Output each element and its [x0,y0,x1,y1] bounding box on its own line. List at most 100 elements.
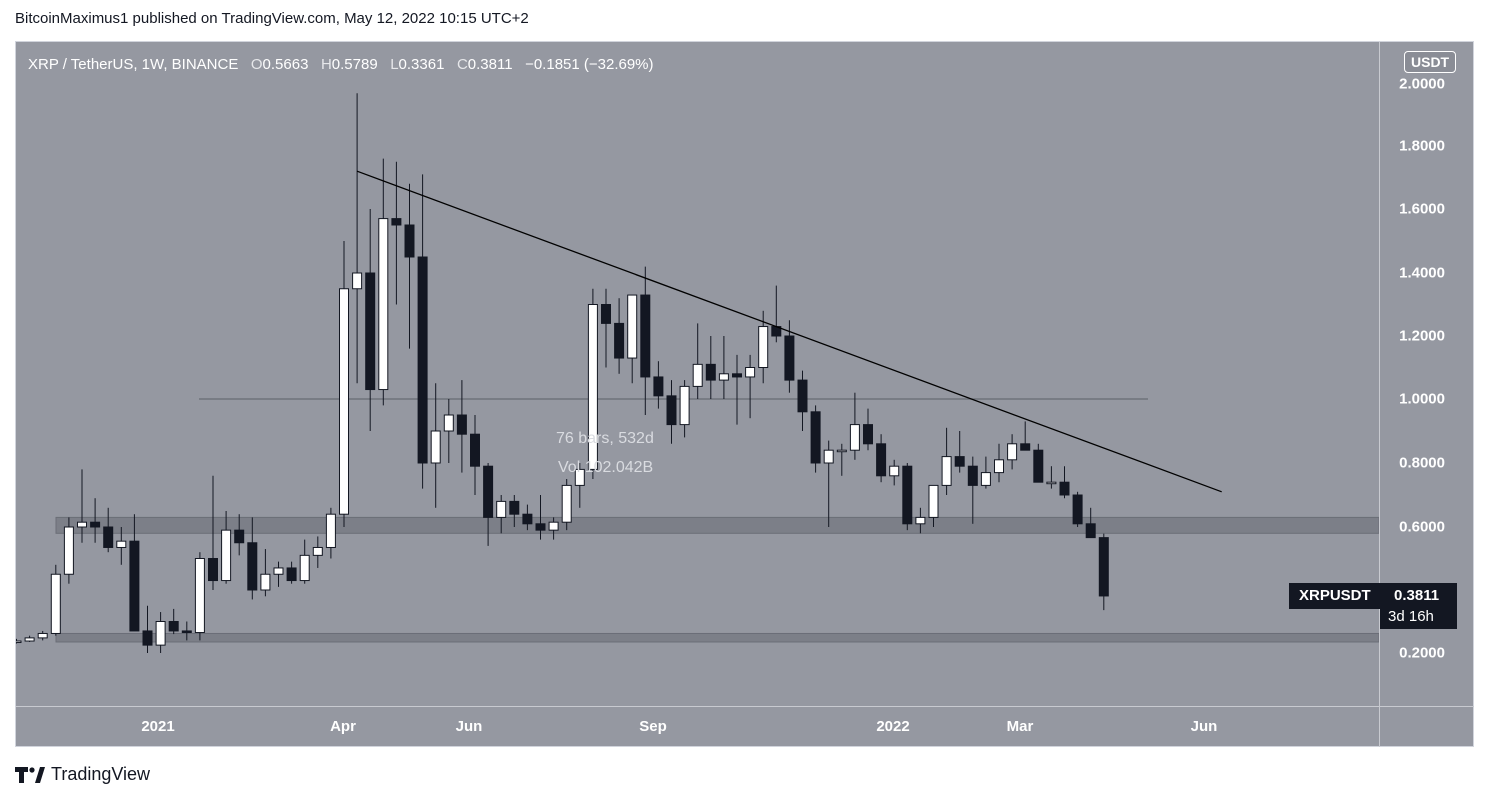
high-label: H [320,56,332,73]
price-tick-label: 0.8000 [1399,454,1445,472]
support-zone [55,632,1380,643]
candle-down [640,294,651,378]
candle-up [849,424,860,451]
candle-down [876,443,887,477]
bar-countdown: 3d 16h [1388,608,1434,625]
candle-up [627,294,638,359]
candle-up [155,621,166,646]
candle-up [574,468,585,486]
candle-up [1046,481,1057,485]
candle-up [50,573,61,634]
candle-down [705,363,716,381]
candle-down [601,304,611,324]
candle-up [221,529,232,582]
candle-down [1059,481,1070,496]
candle-down [404,224,415,258]
candle-up [11,640,22,644]
last-price-value: 0.3811 [1394,587,1440,604]
candle-up [994,459,1004,474]
candle-down [1033,449,1044,483]
candle-down [1020,443,1031,451]
candle-down [535,523,546,531]
candle-down [103,526,114,548]
tradingview-logo-icon [15,766,45,783]
candle-up [980,472,991,486]
candle-down [1072,494,1083,525]
plot-area[interactable]: XRP / TetherUS, 1W, BINANCE O0.5663 H0.5… [11,42,1380,706]
close-value: 0.3811 [467,56,513,73]
candle-up [718,373,729,381]
candle-up [352,272,363,290]
high-value: 0.5789 [331,56,378,73]
candle-down [483,465,494,518]
descending-trendline [356,170,1222,493]
time-tick-label: 2022 [876,718,910,735]
candle-down [470,433,480,467]
candle-up [836,449,847,453]
publisher-header: BitcoinMaximus1 published on TradingView… [15,10,529,27]
candle-up [63,526,74,575]
candle-up [679,385,690,426]
candle-down [784,335,795,381]
candle-up [77,521,87,528]
change-value: −0.1851 (−32.69%) [525,56,654,73]
candlestick-chart[interactable] [11,42,1380,706]
candle-up [1007,443,1018,461]
price-axis[interactable] [1379,42,1474,706]
candle-down [168,621,179,632]
candle-up [928,484,939,518]
candle-up [561,484,572,523]
candle-down [234,529,245,544]
candle-up [587,304,598,470]
last-price-symbol-tag: XRPUSDT [1289,583,1381,609]
candle-up [692,363,703,387]
candle-down [653,376,664,397]
candle-down [142,630,153,646]
candle-down [666,395,677,426]
candle-down [208,558,218,582]
currency-badge[interactable]: USDT [1404,51,1457,73]
candle-up [548,521,559,531]
time-tick-label: Jun [1190,718,1218,735]
candle-down [1085,523,1096,539]
price-tick-label: 0.6000 [1399,518,1445,536]
candle-down [863,424,873,445]
candle-up [339,288,349,515]
candle-up [745,367,756,378]
time-tick-label: Mar [1006,718,1034,735]
candle-down [810,411,821,464]
price-tick-label: 1.4000 [1399,264,1445,282]
measure-volume-label: Vol 102.042B [558,459,654,476]
candle-up [378,218,389,391]
candle-up [758,326,769,368]
candle-up [823,449,834,464]
open-value: 0.5663 [262,56,309,73]
last-price-tag: 0.3811 3d 16h [1380,583,1457,629]
candle-down [247,542,258,591]
candle-down [1098,537,1109,597]
candle-down [509,500,520,515]
candle-down [181,630,192,634]
tradingview-footer[interactable]: TradingView [15,764,150,785]
candle-down [797,379,808,413]
candle-up [889,465,900,477]
candle-up [496,500,507,518]
time-tick-label: Apr [330,718,356,735]
footer-brand: TradingView [51,764,151,784]
candle-up [273,567,284,575]
candle-down [129,540,140,632]
candle-up [24,637,35,642]
candle-up [915,516,926,525]
candle-up [941,456,952,486]
price-tick-label: 1.0000 [1399,390,1445,408]
chart-frame[interactable]: XRP / TetherUS, 1W, BINANCE O0.5663 H0.5… [11,41,1474,747]
candle-down [365,272,376,391]
time-axis[interactable] [16,706,1379,747]
candle-down [967,465,978,486]
time-tick-label: 2021 [141,718,175,735]
open-label: O [250,56,263,73]
candle-up [299,554,310,582]
time-tick-label: Jun [455,718,483,735]
candle-down [391,218,402,226]
price-tick-label: 0.2000 [1399,644,1445,662]
